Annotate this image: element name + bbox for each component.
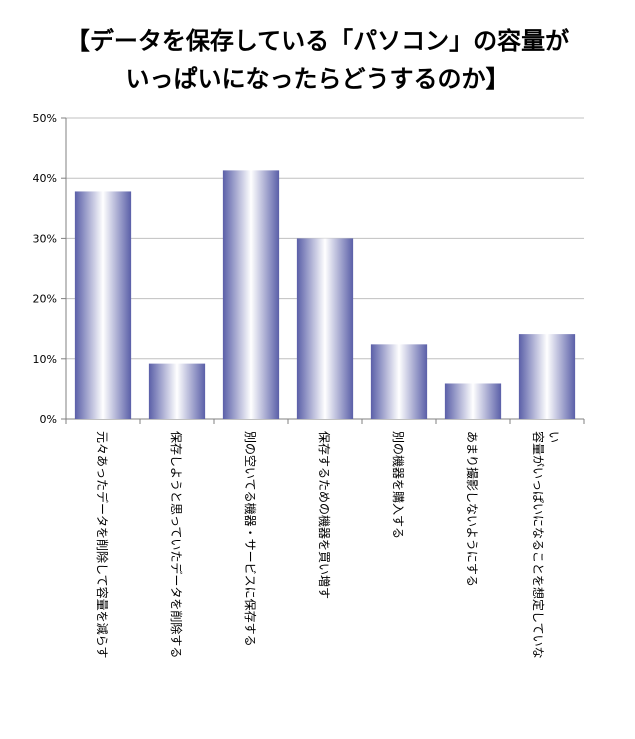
bar: [370, 344, 428, 419]
chart-title: 【データを保存している「パソコン」の容量が いっぱいになったらどうするのか】: [0, 22, 635, 98]
bar: [222, 170, 280, 419]
category-label: あまり撮影しないようにする: [465, 431, 479, 587]
bar: [148, 363, 206, 419]
bar: [296, 238, 354, 419]
category-label: 保存するための機器を買い増す: [317, 431, 332, 599]
bar: [518, 334, 576, 419]
chart-title-line-2: いっぱいになったらどうするのか】: [125, 65, 510, 93]
bars: [74, 170, 576, 419]
y-tick-label: 50%: [33, 112, 57, 125]
category-label: 容量がいっぱいになることを想定していな: [531, 431, 546, 659]
category-labels: 元々あったデータを削除して容量を減らす 保存しようと思っていたデータを削除する 別の…: [95, 431, 561, 659]
bar: [444, 383, 502, 419]
category-label: い: [547, 431, 561, 443]
y-tick-label: 30%: [33, 232, 57, 245]
y-tick-labels: 0% 10% 20% 30% 40% 50%: [33, 112, 57, 426]
chart-title-line-1: 【データを保存している「パソコン」の容量が: [65, 27, 570, 55]
category-label: 元々あったデータを削除して容量を減らす: [95, 431, 110, 658]
bar: [74, 191, 132, 419]
y-tick-label: 20%: [33, 293, 57, 306]
category-label: 別の空いてる機器・サービスに保存する: [243, 431, 258, 647]
y-tick-label: 10%: [33, 353, 57, 366]
y-tick-label: 40%: [33, 172, 57, 185]
y-tick-label: 0%: [40, 413, 57, 426]
category-label: 保存しようと思っていたデータを削除する: [169, 431, 184, 658]
category-label: 別の機器を購入する: [391, 431, 406, 539]
